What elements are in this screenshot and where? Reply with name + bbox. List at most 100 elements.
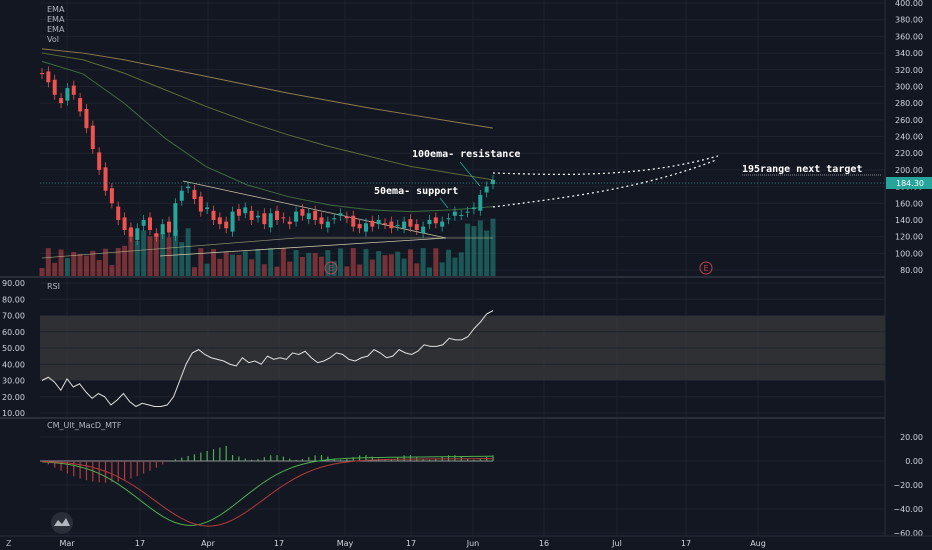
macd-bar — [371, 456, 373, 461]
rsi-axis-ticks: 90.00 80.00 70.00 60.00 50.00 40.00 30.00 20.00… — [2, 279, 25, 418]
candle — [471, 202, 476, 215]
volume-bars — [39, 218, 496, 276]
price-tick-label: 280.00 — [895, 99, 923, 108]
time-axis[interactable] — [0, 536, 932, 550]
candle — [255, 210, 260, 223]
annotation-arrow-100ema — [459, 161, 481, 187]
macd-bar — [149, 461, 151, 471]
candle — [344, 211, 349, 224]
candle — [370, 215, 375, 232]
price-tick-label: 240.00 — [895, 133, 923, 142]
volume-ma-line — [41, 237, 493, 259]
candle — [78, 93, 83, 117]
volume-bar — [395, 251, 401, 276]
macd-bar — [289, 458, 291, 461]
macd-bar — [98, 461, 100, 483]
volume-bar — [96, 260, 102, 276]
candle — [338, 208, 343, 221]
macd-bar — [409, 455, 412, 461]
volume-bar — [420, 248, 426, 276]
macd-bar — [308, 457, 310, 461]
macd-bar — [117, 461, 119, 482]
macd-bar — [181, 457, 183, 461]
macd-bar — [333, 458, 335, 461]
candle — [230, 206, 235, 237]
rsi-gridlines — [40, 282, 885, 414]
candle — [211, 205, 216, 225]
macd-bar — [320, 455, 323, 461]
price-tick-label: 360.00 — [895, 32, 923, 41]
candle — [135, 223, 140, 245]
macd-bar — [390, 459, 392, 461]
candle — [363, 218, 368, 237]
tradingview-logo-icon[interactable] — [51, 512, 73, 534]
volume-bar — [388, 254, 394, 276]
candle — [281, 212, 286, 224]
volume-bar — [71, 252, 77, 276]
candle — [351, 210, 356, 232]
candle — [122, 212, 127, 235]
volume-bar — [426, 267, 432, 276]
volume-bar — [160, 232, 166, 276]
price-gridlines — [40, 2, 885, 271]
macd-bar — [130, 461, 132, 479]
annotation-100ema-resistance: 100ema- resistance — [412, 148, 520, 160]
candle — [243, 202, 248, 219]
price-tick-label: 80.00 — [900, 266, 923, 275]
macd-bar — [136, 461, 138, 477]
volume-bar — [484, 230, 490, 276]
signal-line — [41, 458, 494, 527]
macd-bar — [352, 457, 354, 461]
volume-bar — [344, 266, 350, 276]
price-tick-label: 380.00 — [895, 16, 923, 25]
macd-bar — [473, 459, 475, 461]
volume-bar — [363, 248, 369, 276]
volume-bar — [166, 237, 172, 276]
volume-bar — [147, 236, 153, 276]
time-tick-label: 17 — [135, 539, 145, 548]
volume-bar — [134, 240, 140, 276]
timezone-button[interactable]: Z — [6, 539, 12, 548]
ema-50-line — [41, 60, 494, 213]
time-tick-label: 17 — [274, 539, 284, 548]
rsi-line — [41, 310, 494, 408]
price-tick-label: 220.00 — [895, 149, 923, 158]
earnings-marker-aug[interactable]: E — [699, 261, 713, 275]
candle — [440, 216, 445, 232]
macd-bar — [231, 455, 234, 461]
price-tick-label: 100.00 — [895, 249, 923, 258]
rsi-pane[interactable]: RSI — [40, 282, 885, 414]
svg-text:E: E — [328, 264, 333, 273]
volume-bar — [255, 249, 261, 276]
price-pane[interactable]: 100ema- resistance 50ema- support 195ran… — [39, 2, 886, 276]
price-tick-label: 300.00 — [895, 82, 923, 91]
macd-line — [41, 455, 494, 526]
volume-bar — [318, 256, 324, 276]
time-tick-label: Jul — [611, 539, 622, 548]
legend-ema-3: EMA — [47, 25, 65, 34]
volume-bar — [179, 242, 185, 276]
volume-bar — [382, 255, 388, 276]
volume-bar — [223, 251, 229, 276]
candle — [103, 162, 108, 196]
macd-bar — [143, 461, 145, 474]
candle — [268, 208, 273, 233]
macd-bar — [327, 456, 329, 461]
macd-bar — [339, 459, 342, 461]
candle — [325, 216, 330, 233]
volume-bar — [490, 218, 496, 276]
macd-bar — [263, 457, 265, 461]
time-tick-label: 17 — [681, 539, 691, 548]
wedge-lower-trendline — [159, 237, 447, 257]
projection-path-upper — [492, 155, 719, 175]
svg-text:184.30: 184.30 — [896, 179, 924, 188]
volume-bar — [414, 263, 420, 276]
candle — [383, 218, 388, 230]
candle — [262, 208, 267, 230]
candle — [141, 214, 146, 231]
price-axis[interactable] — [885, 0, 932, 550]
price-legend[interactable]: EMA EMA EMA Vol — [47, 5, 65, 44]
earnings-marker-may[interactable]: E — [324, 261, 338, 275]
macd-pane[interactable]: CM_Ult_MacD_MTF — [40, 421, 885, 534]
